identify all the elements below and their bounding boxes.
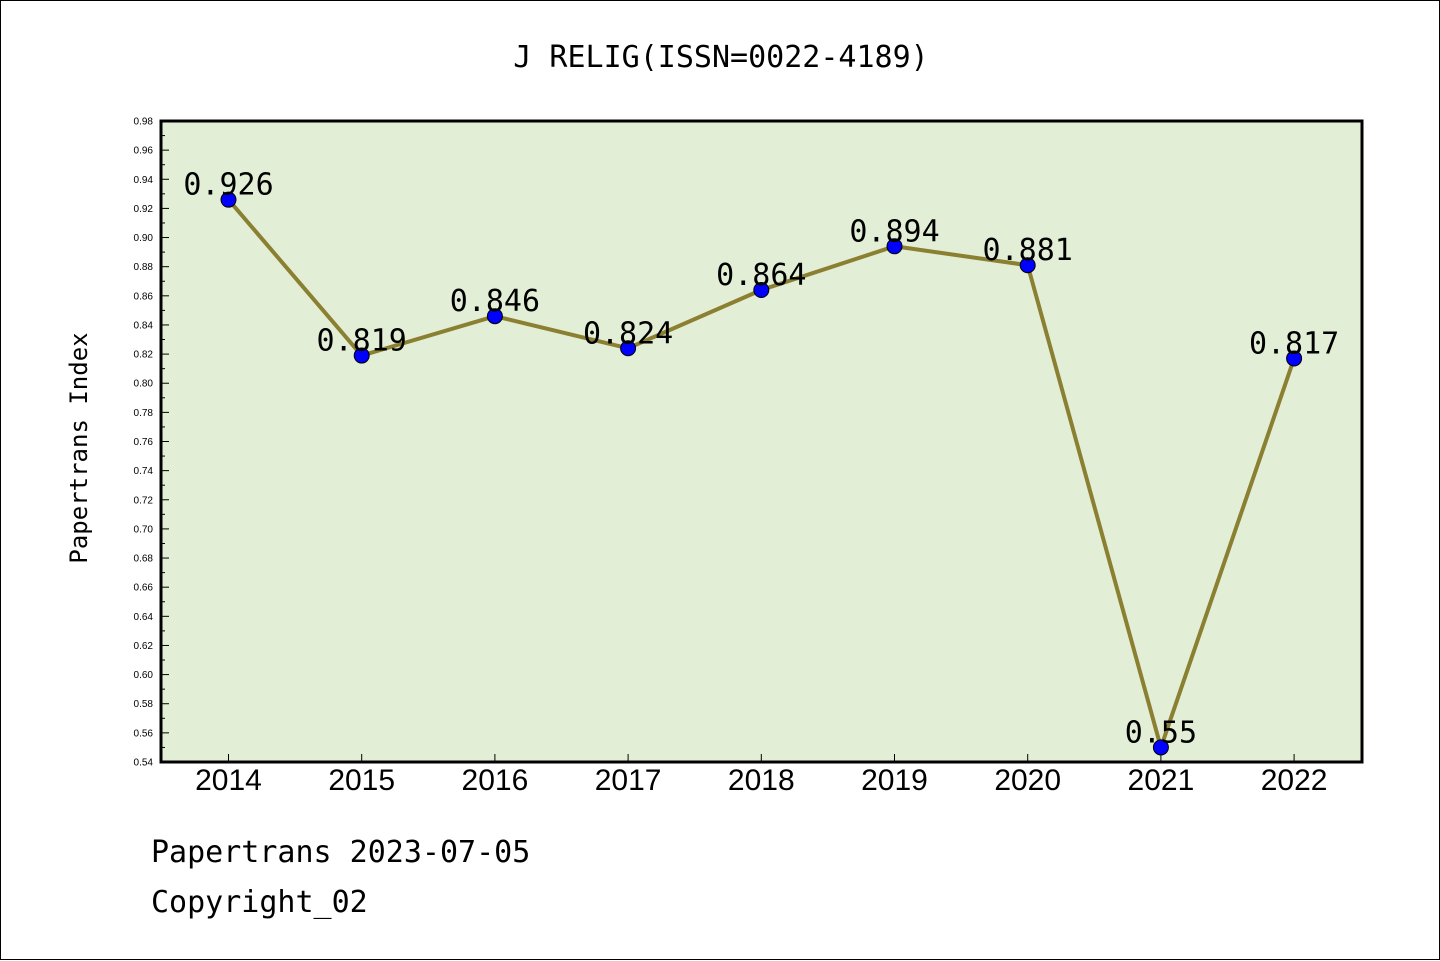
footer-date: Papertrans 2023-07-05	[151, 835, 531, 870]
data-point	[486, 308, 503, 325]
y-axis-ticks: 0.54 0.56 0.58 0.60 0.62 0.64 0.66 0.68 0.70 0.72…	[134, 117, 169, 769]
data-label: 0.926	[183, 168, 273, 203]
y-tick-label: 0.98	[134, 117, 154, 128]
y-tick-label: 0.54	[134, 758, 154, 769]
data-point	[1286, 350, 1303, 367]
y-tick-label: 0.90	[134, 233, 154, 244]
footer-copyright: Copyright_02	[151, 885, 368, 920]
x-tick-label: 2016	[462, 764, 529, 797]
data-label: 0.819	[317, 324, 407, 359]
data-label: 0.881	[983, 233, 1073, 268]
x-tick-label: 2015	[328, 764, 395, 797]
y-tick-label: 0.56	[134, 728, 154, 739]
data-point	[886, 238, 903, 255]
data-point	[1152, 739, 1169, 756]
data-point	[220, 191, 237, 208]
y-tick-label: 0.88	[134, 262, 154, 273]
y-tick-label: 0.66	[134, 583, 154, 594]
x-tick-label: 2022	[1261, 764, 1328, 797]
data-label: 0.55	[1125, 715, 1197, 750]
data-point	[753, 281, 770, 298]
x-tick-label: 2017	[595, 764, 662, 797]
data-label: 0.864	[716, 258, 806, 293]
x-axis-ticks: 2014 2015 2016 2017 2018 2019 2020 2021 2022	[195, 754, 1327, 797]
y-tick-label: 0.70	[134, 524, 154, 535]
series-layer: 0.926 0.819 0.846 0.824 0.864 0.894 0.881 0.55 0…	[183, 168, 1339, 756]
data-label: 0.817	[1249, 326, 1339, 361]
x-tick-label: 2021	[1128, 764, 1195, 797]
y-axis-label: Papertrans Index	[65, 332, 93, 563]
y-tick-label: 0.58	[134, 699, 154, 710]
chart-title: J RELIG(ISSN=0022-4189)	[513, 40, 928, 75]
y-tick-label: 0.92	[134, 204, 154, 215]
y-tick-label: 0.96	[134, 146, 154, 157]
x-tick-label: 2014	[195, 764, 262, 797]
data-label: 0.824	[583, 316, 673, 351]
data-label: 0.846	[450, 284, 540, 319]
x-tick-label: 2018	[728, 764, 795, 797]
x-tick-label: 2019	[861, 764, 928, 797]
y-tick-label: 0.84	[134, 320, 154, 331]
x-tick-label: 2020	[994, 764, 1061, 797]
y-tick-label: 0.78	[134, 408, 154, 419]
y-tick-label: 0.76	[134, 437, 154, 448]
data-label: 0.894	[849, 214, 939, 249]
y-tick-label: 0.86	[134, 291, 154, 302]
y-tick-label: 0.60	[134, 670, 154, 681]
y-tick-label: 0.68	[134, 554, 154, 565]
y-tick-label: 0.74	[134, 466, 154, 477]
y-tick-label: 0.80	[134, 379, 154, 390]
data-point	[1019, 257, 1036, 274]
plot-area	[159, 119, 1364, 764]
y-tick-label: 0.72	[134, 495, 154, 506]
data-point	[353, 347, 370, 364]
y-tick-label: 0.82	[134, 350, 154, 361]
data-point	[620, 340, 637, 357]
y-tick-label: 0.62	[134, 641, 154, 652]
y-tick-label: 0.64	[134, 612, 154, 623]
y-tick-label: 0.94	[134, 175, 154, 186]
